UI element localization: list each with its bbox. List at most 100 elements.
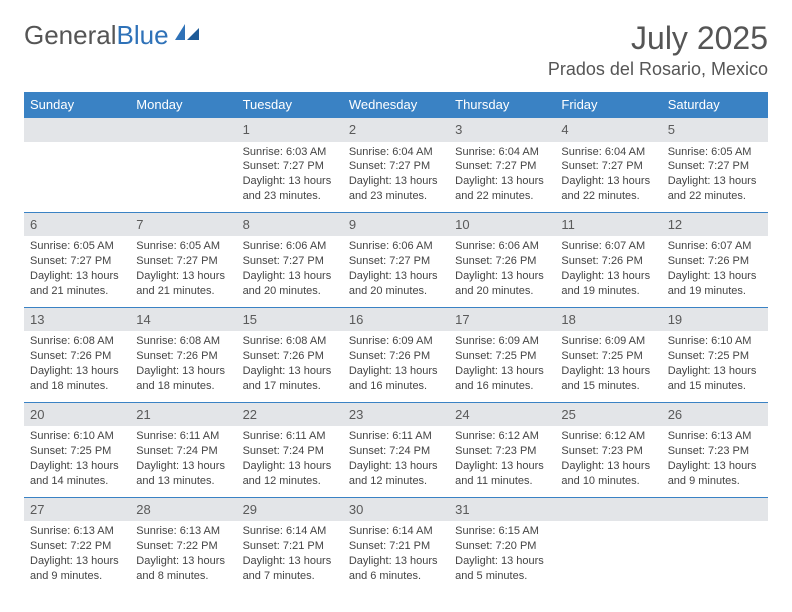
daylight-text: Daylight: 13 hours and 23 minutes. <box>349 174 443 204</box>
day-cell: 6Sunrise: 6:05 AMSunset: 7:27 PMDaylight… <box>24 212 130 307</box>
day-cell: 9Sunrise: 6:06 AMSunset: 7:27 PMDaylight… <box>343 212 449 307</box>
sunset-text: Sunset: 7:22 PM <box>136 539 230 554</box>
daylight-text: Daylight: 13 hours and 5 minutes. <box>455 554 549 584</box>
day-number: 18 <box>555 308 661 332</box>
day-content: Sunrise: 6:11 AMSunset: 7:24 PMDaylight:… <box>237 426 343 496</box>
day-content: Sunrise: 6:05 AMSunset: 7:27 PMDaylight:… <box>662 142 768 212</box>
sunset-text: Sunset: 7:24 PM <box>136 444 230 459</box>
daylight-text: Daylight: 13 hours and 15 minutes. <box>668 364 762 394</box>
col-saturday: Saturday <box>662 92 768 118</box>
day-number: 3 <box>449 118 555 142</box>
daylight-text: Daylight: 13 hours and 20 minutes. <box>455 269 549 299</box>
sunset-text: Sunset: 7:26 PM <box>136 349 230 364</box>
col-thursday: Thursday <box>449 92 555 118</box>
day-cell: 14 Sunrise: 6:08 AMSunset: 7:26 PMDayligh… <box>130 307 236 402</box>
calendar-table: Sunday Monday Tuesday Wednesday Thursday… <box>24 92 768 592</box>
sunrise-text: Sunrise: 6:08 AM <box>136 334 230 349</box>
daylight-text: Daylight: 13 hours and 22 minutes. <box>455 174 549 204</box>
sunset-text: Sunset: 7:26 PM <box>243 349 337 364</box>
sunrise-text: Sunrise: 6:04 AM <box>349 145 443 160</box>
day-content: Sunrise: 6:06 AMSunset: 7:27 PMDaylight:… <box>343 236 449 306</box>
day-content: Sunrise: 6:13 AMSunset: 7:23 PMDaylight:… <box>662 426 768 496</box>
day-header-row: Sunday Monday Tuesday Wednesday Thursday… <box>24 92 768 118</box>
sunrise-text: Sunrise: 6:10 AM <box>30 429 124 444</box>
day-cell: 16Sunrise: 6:09 AMSunset: 7:26 PMDayligh… <box>343 307 449 402</box>
col-tuesday: Tuesday <box>237 92 343 118</box>
sunset-text: Sunset: 7:27 PM <box>455 159 549 174</box>
day-content: Sunrise: 6:05 AMSunset: 7:27 PMDaylight:… <box>24 236 130 306</box>
day-cell: 7Sunrise: 6:05 AMSunset: 7:27 PMDaylight… <box>130 212 236 307</box>
logo: GeneralBlue <box>24 20 201 51</box>
day-cell: 30Sunrise: 6:14 AMSunset: 7:21 PMDayligh… <box>343 497 449 591</box>
day-content: Sunrise: 6:06 AMSunset: 7:26 PMDaylight:… <box>449 236 555 306</box>
sunrise-text: Sunrise: 6:08 AM <box>243 334 337 349</box>
daylight-text: Daylight: 13 hours and 21 minutes. <box>136 269 230 299</box>
day-number: 17 <box>449 308 555 332</box>
day-number <box>130 118 236 142</box>
sunrise-text: Sunrise: 6:03 AM <box>243 145 337 160</box>
col-monday: Monday <box>130 92 236 118</box>
day-number: 29 <box>237 498 343 522</box>
sunset-text: Sunset: 7:26 PM <box>561 254 655 269</box>
daylight-text: Daylight: 13 hours and 13 minutes. <box>136 459 230 489</box>
day-content: Sunrise: 6:14 AMSunset: 7:21 PMDaylight:… <box>237 521 343 591</box>
day-content: Sunrise: 6:08 AMSunset: 7:26 PMDaylight:… <box>24 331 130 401</box>
day-content: Sunrise: 6:04 AMSunset: 7:27 PMDaylight:… <box>449 142 555 212</box>
sunset-text: Sunset: 7:24 PM <box>349 444 443 459</box>
day-number: 21 <box>130 403 236 427</box>
day-cell: 15Sunrise: 6:08 AMSunset: 7:26 PMDayligh… <box>237 307 343 402</box>
sunrise-text: Sunrise: 6:13 AM <box>30 524 124 539</box>
day-number: 30 <box>343 498 449 522</box>
sunrise-text: Sunrise: 6:06 AM <box>455 239 549 254</box>
col-friday: Friday <box>555 92 661 118</box>
sunset-text: Sunset: 7:27 PM <box>243 254 337 269</box>
day-number: 24 <box>449 403 555 427</box>
day-cell: 8Sunrise: 6:06 AMSunset: 7:27 PMDaylight… <box>237 212 343 307</box>
day-content: Sunrise: 6:15 AMSunset: 7:20 PMDaylight:… <box>449 521 555 591</box>
sunset-text: Sunset: 7:25 PM <box>455 349 549 364</box>
day-number: 2 <box>343 118 449 142</box>
day-number: 15 <box>237 308 343 332</box>
daylight-text: Daylight: 13 hours and 10 minutes. <box>561 459 655 489</box>
sunset-text: Sunset: 7:23 PM <box>561 444 655 459</box>
daylight-text: Daylight: 13 hours and 12 minutes. <box>349 459 443 489</box>
day-number: 22 <box>237 403 343 427</box>
daylight-text: Daylight: 13 hours and 19 minutes. <box>668 269 762 299</box>
sunset-text: Sunset: 7:25 PM <box>668 349 762 364</box>
day-number: 26 <box>662 403 768 427</box>
day-content: Sunrise: 6:09 AMSunset: 7:25 PMDaylight:… <box>555 331 661 401</box>
daylight-text: Daylight: 13 hours and 7 minutes. <box>243 554 337 584</box>
day-cell: 26Sunrise: 6:13 AMSunset: 7:23 PMDayligh… <box>662 402 768 497</box>
sunrise-text: Sunrise: 6:06 AM <box>243 239 337 254</box>
day-number: 16 <box>343 308 449 332</box>
day-cell: 25Sunrise: 6:12 AMSunset: 7:23 PMDayligh… <box>555 402 661 497</box>
col-sunday: Sunday <box>24 92 130 118</box>
daylight-text: Daylight: 13 hours and 18 minutes. <box>136 364 230 394</box>
day-cell: 22Sunrise: 6:11 AMSunset: 7:24 PMDayligh… <box>237 402 343 497</box>
daylight-text: Daylight: 13 hours and 22 minutes. <box>561 174 655 204</box>
day-content: Sunrise: 6:10 AMSunset: 7:25 PMDaylight:… <box>662 331 768 401</box>
day-cell: 28Sunrise: 6:13 AMSunset: 7:22 PMDayligh… <box>130 497 236 591</box>
logo-sail-icon <box>173 20 201 51</box>
day-number: 20 <box>24 403 130 427</box>
daylight-text: Daylight: 13 hours and 12 minutes. <box>243 459 337 489</box>
sunset-text: Sunset: 7:25 PM <box>561 349 655 364</box>
sunrise-text: Sunrise: 6:10 AM <box>668 334 762 349</box>
day-content: Sunrise: 6:12 AMSunset: 7:23 PMDaylight:… <box>555 426 661 496</box>
day-cell: 20Sunrise: 6:10 AMSunset: 7:25 PMDayligh… <box>24 402 130 497</box>
sunset-text: Sunset: 7:20 PM <box>455 539 549 554</box>
week-row: 6Sunrise: 6:05 AMSunset: 7:27 PMDaylight… <box>24 212 768 307</box>
day-content: Sunrise: 6:04 AMSunset: 7:27 PMDaylight:… <box>555 142 661 212</box>
day-number: 19 <box>662 308 768 332</box>
day-cell: 2Sunrise: 6:04 AMSunset: 7:27 PMDaylight… <box>343 118 449 213</box>
sunrise-text: Sunrise: 6:05 AM <box>668 145 762 160</box>
day-number: 14 <box>130 308 236 332</box>
day-cell: 5Sunrise: 6:05 AMSunset: 7:27 PMDaylight… <box>662 118 768 213</box>
day-cell: 31Sunrise: 6:15 AMSunset: 7:20 PMDayligh… <box>449 497 555 591</box>
day-cell: 12Sunrise: 6:07 AMSunset: 7:26 PMDayligh… <box>662 212 768 307</box>
sunrise-text: Sunrise: 6:12 AM <box>455 429 549 444</box>
daylight-text: Daylight: 13 hours and 18 minutes. <box>30 364 124 394</box>
day-number: 9 <box>343 213 449 237</box>
day-cell: 24Sunrise: 6:12 AMSunset: 7:23 PMDayligh… <box>449 402 555 497</box>
day-cell: 18Sunrise: 6:09 AMSunset: 7:25 PMDayligh… <box>555 307 661 402</box>
